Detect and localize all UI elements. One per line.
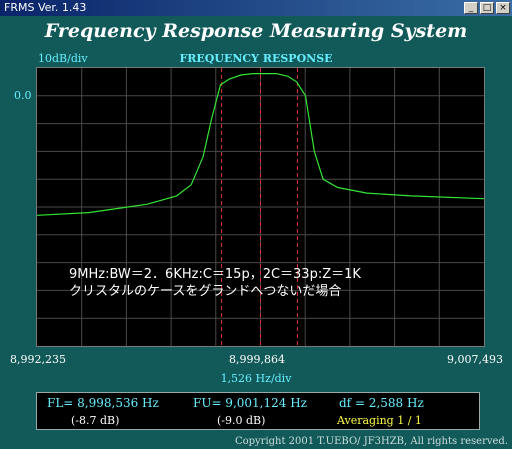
annotation-line1: 9MHz:BW＝2．6KHz:C＝15p，2C＝33p:Z＝1K	[69, 267, 361, 282]
response-trace	[37, 73, 484, 216]
x-scale-label: 1,526 Hz/div	[220, 372, 292, 385]
maximize-button[interactable]: □	[480, 2, 494, 14]
y-top-label: 0.0	[14, 89, 32, 102]
results-panel: FL= 8,998,536 Hz (-8.7 dB) FU= 9,001,124…	[36, 392, 480, 430]
band-markers	[221, 68, 298, 346]
copyright: Copyright 2001 T.UEBO/ JF3HZB, All right…	[234, 436, 508, 447]
app-title: Frequency Response Measuring System	[44, 20, 468, 42]
window-titlebar: FRMS Ver. 1.43 _ □ ×	[0, 0, 512, 16]
window-title: FRMS Ver. 1.43	[4, 1, 87, 14]
fu-db-value: (-9.0 dB)	[217, 414, 266, 427]
averaging-value: Averaging 1 / 1	[337, 414, 422, 427]
plot-canvas: 9MHz:BW＝2．6KHz:C＝15p，2C＝33p:Z＝1K クリスタルのケ…	[37, 68, 484, 346]
minimize-button[interactable]: _	[464, 2, 478, 14]
plot-title: FREQUENCY RESPONSE	[179, 52, 333, 65]
annotation-line2: クリスタルのケースをグランドへつないだ場合	[69, 284, 341, 299]
x-left-label: 8,992,235	[10, 353, 66, 366]
window-controls: _ □ ×	[464, 2, 510, 14]
frequency-plot: 9MHz:BW＝2．6KHz:C＝15p，2C＝33p:Z＝1K クリスタルのケ…	[36, 67, 485, 347]
plot-grid	[37, 68, 484, 346]
fl-db-value: (-8.7 dB)	[71, 414, 120, 427]
close-button[interactable]: ×	[496, 2, 510, 14]
df-value: df = 2,588 Hz	[339, 396, 424, 410]
x-right-label: 9,007,493	[447, 353, 503, 366]
fu-value: FU= 9,001,124 Hz	[193, 396, 307, 410]
fl-value: FL= 8,998,536 Hz	[47, 396, 159, 410]
x-center-label: 8,999,864	[229, 353, 285, 366]
y-scale-label: 10dB/div	[38, 52, 88, 65]
